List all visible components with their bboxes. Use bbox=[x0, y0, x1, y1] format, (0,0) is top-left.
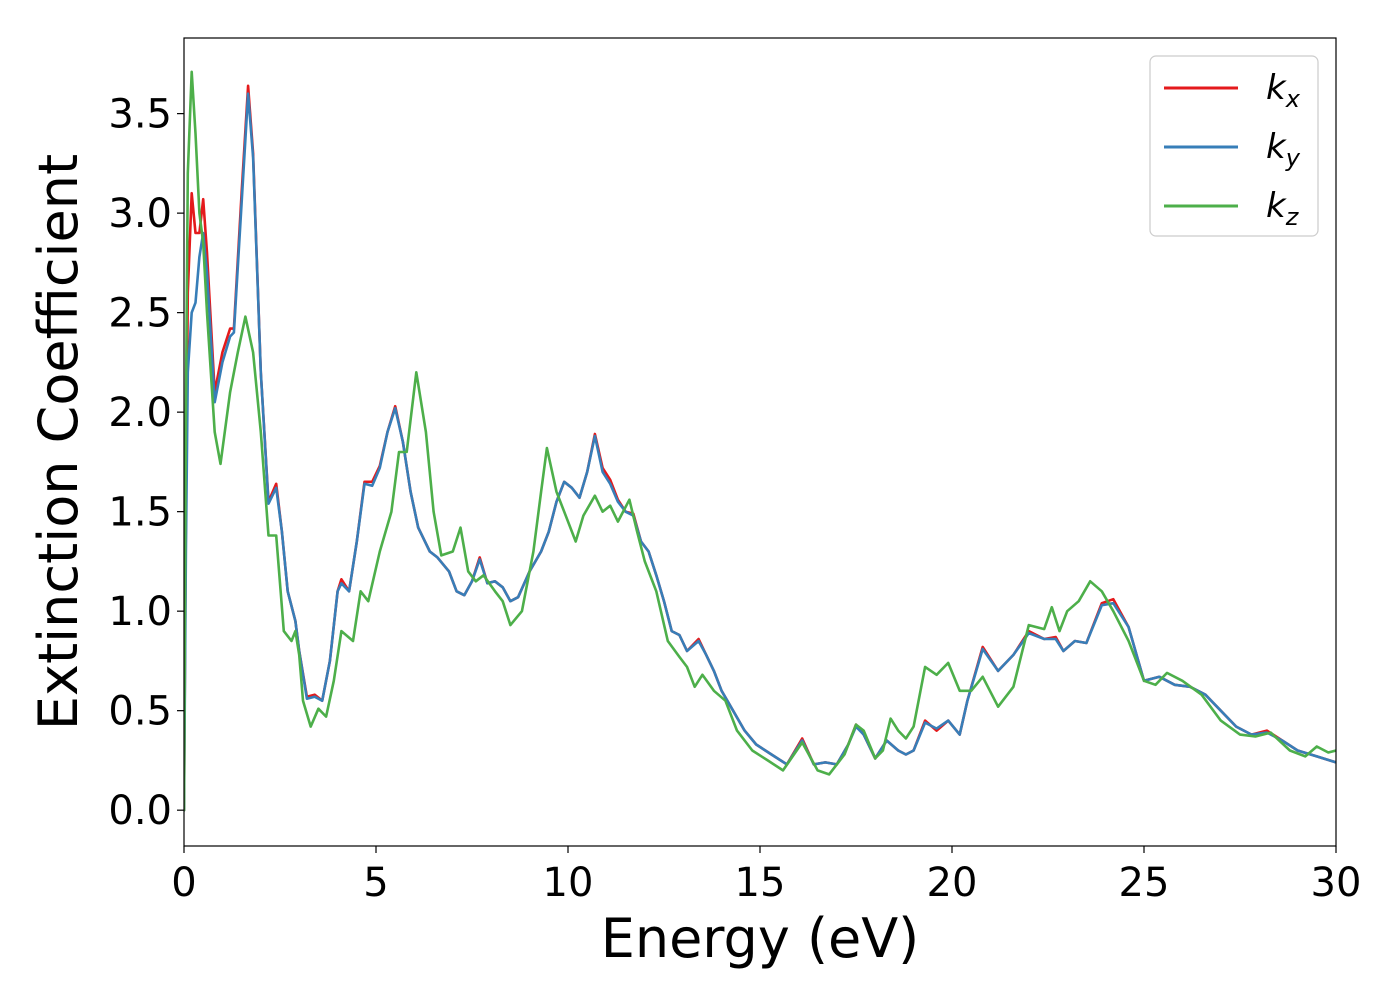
y-tick-label: 3.5 bbox=[108, 92, 172, 138]
legend-label-z: kz bbox=[1266, 186, 1300, 231]
y-axis-label: Extinction Coefficient bbox=[27, 154, 90, 730]
x-tick-label: 10 bbox=[543, 860, 594, 906]
y-tick-label: 0.5 bbox=[108, 689, 172, 735]
x-tick-label: 5 bbox=[363, 860, 388, 906]
x-tick-label: 25 bbox=[1119, 860, 1170, 906]
x-tick-label: 20 bbox=[927, 860, 978, 906]
y-tick-label: 1.0 bbox=[108, 589, 172, 635]
y-tick-label: 0.0 bbox=[108, 788, 172, 834]
x-tick-label: 15 bbox=[735, 860, 786, 906]
series-line-y bbox=[184, 92, 1336, 812]
legend-label-y: ky bbox=[1266, 127, 1301, 172]
x-axis-label: Energy (eV) bbox=[601, 907, 920, 970]
y-tick-label: 2.0 bbox=[108, 390, 172, 436]
series-line-z bbox=[184, 70, 1336, 812]
y-tick-label: 1.5 bbox=[108, 490, 172, 536]
axis-ticks: 0 5 10 15 20 25 30 0.0 0.5 1.0 1.5 2.0 2.5 3.0 3.5 bbox=[108, 92, 1361, 906]
legend-label-x: kx bbox=[1266, 68, 1301, 113]
x-tick-label: 30 bbox=[1311, 860, 1362, 906]
y-tick-label: 2.5 bbox=[108, 291, 172, 337]
y-tick-label: 3.0 bbox=[108, 191, 172, 237]
series-lines bbox=[184, 70, 1336, 812]
legend: kx ky kz bbox=[1149, 55, 1319, 237]
x-tick-label: 0 bbox=[171, 860, 196, 906]
